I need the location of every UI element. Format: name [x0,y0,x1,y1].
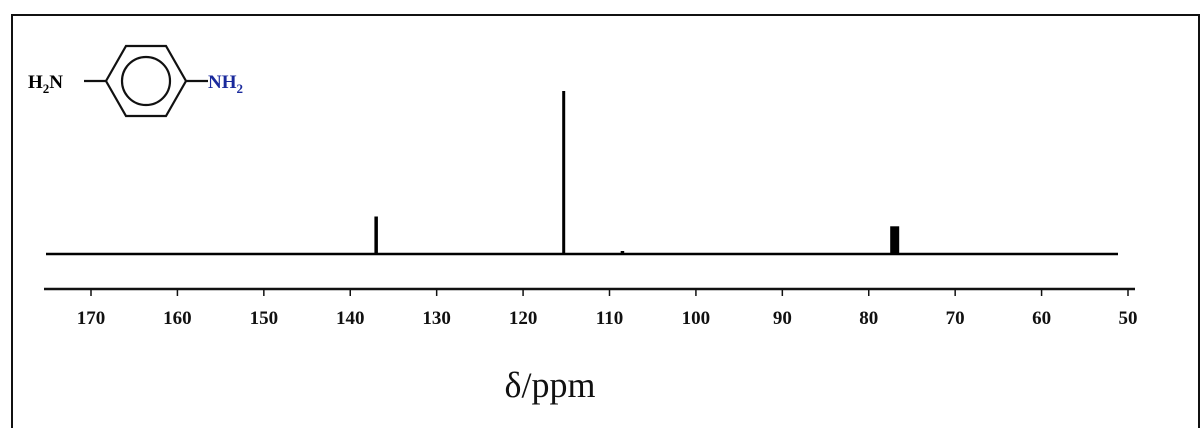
x-axis-label: δ/ppm [505,365,596,405]
spectrum-peak [374,216,378,254]
x-tick-label: 110 [596,308,623,329]
x-tick-label: 90 [773,308,792,329]
left-amine-label: H2N [28,72,63,96]
spectrum-peak [620,251,625,254]
x-tick-label: 170 [77,308,106,329]
figure-frame [11,14,1200,428]
x-tick-label: 50 [1119,308,1138,329]
x-tick-label: 120 [509,308,538,329]
x-tick-label: 130 [422,308,451,329]
spectrum-peak [890,226,900,254]
spectrum-trace [46,91,1118,256]
x-tick-label: 100 [682,308,711,329]
spectrum-peak [562,91,566,254]
x-tick-label: 150 [250,308,279,329]
right-amine-label: NH2 [208,72,243,96]
x-tick-label: 60 [1032,308,1051,329]
aromatic-circle [120,55,172,107]
x-axis-ticks: 170 160 150 140 130 120 110 100 90 80 70 60 50 [77,289,1138,329]
x-tick-label: 140 [336,308,365,329]
x-tick-label: 160 [163,308,192,329]
x-tick-label: 70 [946,308,965,329]
molecule-structure: H2N NH2 [28,44,243,118]
x-tick-label: 80 [859,308,878,329]
